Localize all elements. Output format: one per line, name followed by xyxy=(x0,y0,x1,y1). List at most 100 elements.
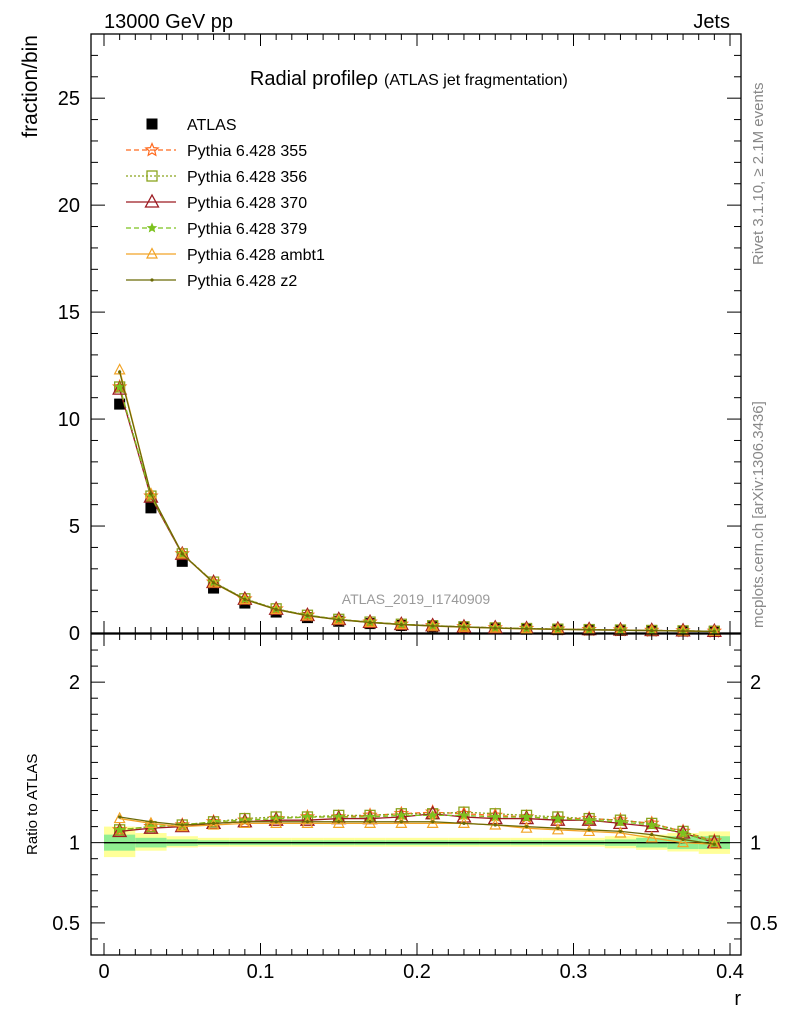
legend-label: Pythia 6.428 370 xyxy=(187,195,307,212)
ratio-plot-panel: 0 0.1 0.2 0.3 0.4 r 0.5 0.5 1 1 2 2 Ratio to ATLAS xyxy=(24,633,778,1010)
legend-label: Pythia 6.428 ambt1 xyxy=(187,247,325,264)
data-point xyxy=(524,627,529,631)
process-label: Jets xyxy=(693,11,730,33)
ratio-point xyxy=(646,819,658,830)
data-point xyxy=(712,629,716,633)
ratio-point xyxy=(176,819,189,832)
x-tick-label: 0.3 xyxy=(560,961,588,983)
main-y-tick-label: 20 xyxy=(58,195,80,217)
energy-label: 13000 GeV pp xyxy=(104,11,233,33)
ratio-point xyxy=(677,835,690,848)
ratio-y-tick-label-right: 1 xyxy=(750,833,761,855)
main-plot-panel: 0 5 10 15 20 25 fraction/bin Radial profileρ (AT… xyxy=(19,33,742,645)
data-point xyxy=(144,487,157,499)
x-axis-label: r xyxy=(734,988,741,1010)
ratio-series-pythia-6-428-z2 xyxy=(118,815,716,846)
ratio-point xyxy=(681,837,685,842)
ratio-point xyxy=(368,820,372,824)
ratio-point xyxy=(583,814,595,825)
ratio-point xyxy=(520,821,533,833)
ratio-point xyxy=(618,829,623,834)
data-point xyxy=(556,627,560,631)
ratio-point xyxy=(337,820,341,824)
data-point xyxy=(337,618,341,622)
legend: ATLAS Pythia 6.428 355 Pythia 6.428 356 Pyt… xyxy=(126,117,325,290)
data-point xyxy=(462,625,466,629)
data-point xyxy=(145,502,157,514)
ratio-plot-frame xyxy=(90,633,742,956)
x-tick-label: 0 xyxy=(98,961,109,983)
legend-marker xyxy=(150,278,154,282)
chart-subtitle: (ATLAS jet fragmentation) xyxy=(384,72,568,89)
data-point xyxy=(399,623,403,627)
ratio-series-pythia-6-428-ambt1 xyxy=(113,811,721,849)
ratio-point xyxy=(238,816,251,828)
ratio-point xyxy=(677,827,689,838)
data-point xyxy=(180,552,184,556)
data-point xyxy=(118,370,122,374)
ratio-point xyxy=(587,828,591,832)
ratio-point xyxy=(112,823,128,838)
ratio-point xyxy=(114,824,125,835)
ratio-point xyxy=(552,813,564,824)
legend-item-pythia-6-428-355: Pythia 6.428 355 xyxy=(126,141,307,160)
main-y-tick-label: 25 xyxy=(58,88,80,110)
data-point xyxy=(587,628,591,632)
ratio-point xyxy=(118,815,122,819)
data-point xyxy=(207,576,220,588)
ratio-line-pythia-6-428-379 xyxy=(119,814,715,844)
ratio-point xyxy=(207,818,220,830)
data-point xyxy=(650,629,654,633)
ratio-y-tick-label-right: 2 xyxy=(750,672,761,694)
ratio-point xyxy=(551,823,564,835)
series-pythia-6-428-z2 xyxy=(118,370,716,633)
data-point xyxy=(112,380,128,395)
ratio-y-axis-label: Ratio to ATLAS xyxy=(24,754,41,855)
ratio-point xyxy=(305,820,310,824)
main-y-tick-label: 10 xyxy=(58,409,80,431)
legend-item-pythia-6-428-z2: Pythia 6.428 z2 xyxy=(126,273,297,290)
legend-marker xyxy=(146,170,158,182)
main-y-tick-label: 5 xyxy=(69,516,80,538)
ratio-point xyxy=(645,831,658,843)
ratio-point xyxy=(426,816,439,828)
data-point xyxy=(143,488,159,503)
legend-label: ATLAS xyxy=(187,117,237,134)
ratio-point xyxy=(431,820,435,824)
data-point xyxy=(618,628,623,632)
data-point xyxy=(211,581,216,585)
ratio-point xyxy=(493,823,497,827)
ratio-point xyxy=(615,816,626,827)
data-point xyxy=(176,555,188,567)
x-tick-label: 0.2 xyxy=(403,961,431,983)
main-y-tick-label: 15 xyxy=(58,302,80,324)
ratio-point xyxy=(332,816,345,828)
data-point xyxy=(489,621,502,633)
legend-item-pythia-6-428-356: Pythia 6.428 356 xyxy=(126,169,307,186)
x-tick-label: 0.1 xyxy=(247,961,275,983)
legend-label: Pythia 6.428 356 xyxy=(187,169,307,186)
ratio-point xyxy=(524,825,529,829)
ratio-point xyxy=(364,816,377,828)
data-point xyxy=(274,607,278,612)
ratio-y-tick-label: 2 xyxy=(69,672,80,694)
data-point xyxy=(149,492,153,496)
ratio-y-tick-label: 0.5 xyxy=(52,913,80,935)
legend-item-atlas: ATLAS xyxy=(146,117,237,134)
chart-title: Radial profileρ xyxy=(250,68,378,90)
legend-label: Pythia 6.428 379 xyxy=(187,221,307,238)
ratio-point xyxy=(650,833,654,837)
ratio-point xyxy=(180,823,184,827)
ratio-point xyxy=(556,826,560,830)
legend-item-pythia-6-428-370: Pythia 6.428 370 xyxy=(126,193,307,212)
series-line-pythia-6-428-z2 xyxy=(119,371,715,632)
ratio-point xyxy=(712,842,716,846)
data-point xyxy=(493,626,497,630)
ratio-point xyxy=(399,820,403,824)
data-point xyxy=(243,597,247,602)
mcplots-label: mcplots.cern.ch [arXiv:1306.3436] xyxy=(750,401,767,628)
data-point xyxy=(431,624,435,628)
ratio-point xyxy=(521,811,532,822)
data-point xyxy=(305,614,310,618)
